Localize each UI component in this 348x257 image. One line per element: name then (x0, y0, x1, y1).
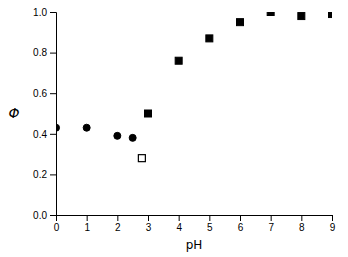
tick-label: 0.8 (33, 47, 47, 58)
tick-mark (50, 215, 56, 216)
tick-label: 5 (207, 222, 213, 233)
tick-label: 2 (115, 222, 121, 233)
tick-label: 1 (84, 222, 90, 233)
tick: 9 (330, 215, 336, 233)
series (56, 124, 136, 141)
tick-mark (179, 215, 180, 221)
tick: 0.2 (33, 169, 56, 180)
point (114, 132, 121, 139)
x-axis-line (57, 216, 333, 222)
tick: 7 (268, 215, 274, 233)
point (298, 13, 305, 20)
point (129, 134, 136, 141)
tick-mark (50, 93, 56, 94)
tick: 0 (54, 215, 60, 233)
tick: 0.4 (33, 129, 56, 140)
point (206, 35, 213, 42)
tick-label: 0 (54, 222, 60, 233)
tick-mark (117, 215, 118, 221)
point (237, 19, 244, 26)
x-axis-title: pH (186, 238, 203, 252)
tick-label: 7 (268, 222, 274, 233)
tick: 2 (115, 215, 121, 233)
tick: 1 (84, 215, 90, 233)
tick-mark (50, 12, 56, 13)
tick-mark (301, 215, 302, 221)
series (145, 12, 333, 117)
plot-area: 0 1 2 3 4 5 6 7 8 9 0.0 0.2 0.4 0.6 0.8 1.0 (33, 7, 336, 233)
tick-mark (240, 215, 241, 221)
point (175, 57, 182, 64)
tick-mark (50, 174, 56, 175)
point (267, 12, 274, 16)
tick: 3 (146, 215, 152, 233)
point (138, 155, 145, 162)
tick-label: 3 (146, 222, 152, 233)
point (56, 124, 60, 131)
tick-label: 4 (176, 222, 182, 233)
tick: 5 (207, 215, 213, 233)
tick-mark (50, 134, 56, 135)
tick: 0.6 (33, 88, 56, 99)
tick-label: 0.0 (33, 210, 47, 221)
y-axis-title: Φ (8, 105, 19, 121)
tick-label: 0.4 (33, 129, 47, 140)
point (145, 110, 152, 117)
tick-label: 0.6 (33, 88, 47, 99)
tick-mark (50, 53, 56, 54)
tick-label: 0.2 (33, 169, 47, 180)
tick-label: 9 (330, 222, 336, 233)
tick-label: 1.0 (33, 7, 47, 18)
tick-mark (209, 215, 210, 221)
point (83, 124, 90, 131)
tick: 0.8 (33, 47, 56, 58)
x-axis: 0 1 2 3 4 5 6 7 8 9 (54, 215, 336, 233)
tick-mark (271, 215, 272, 221)
chart: 0 1 2 3 4 5 6 7 8 9 0.0 0.2 0.4 0.6 0.8 1.0 pH Φ (0, 0, 348, 257)
tick-mark (87, 215, 88, 221)
tick: 1.0 (33, 7, 56, 18)
y-axis-line (50, 13, 57, 216)
point (329, 12, 333, 18)
tick: 0.0 (33, 210, 56, 221)
y-axis: 0.0 0.2 0.4 0.6 0.8 1.0 (33, 7, 56, 221)
tick-label: 8 (299, 222, 305, 233)
marks (56, 12, 332, 162)
tick-mark (148, 215, 149, 221)
tick-mark (332, 215, 333, 221)
tick-label: 6 (238, 222, 244, 233)
tick: 4 (176, 215, 182, 233)
tick: 8 (299, 215, 305, 233)
tick: 6 (238, 215, 244, 233)
series (138, 155, 145, 162)
